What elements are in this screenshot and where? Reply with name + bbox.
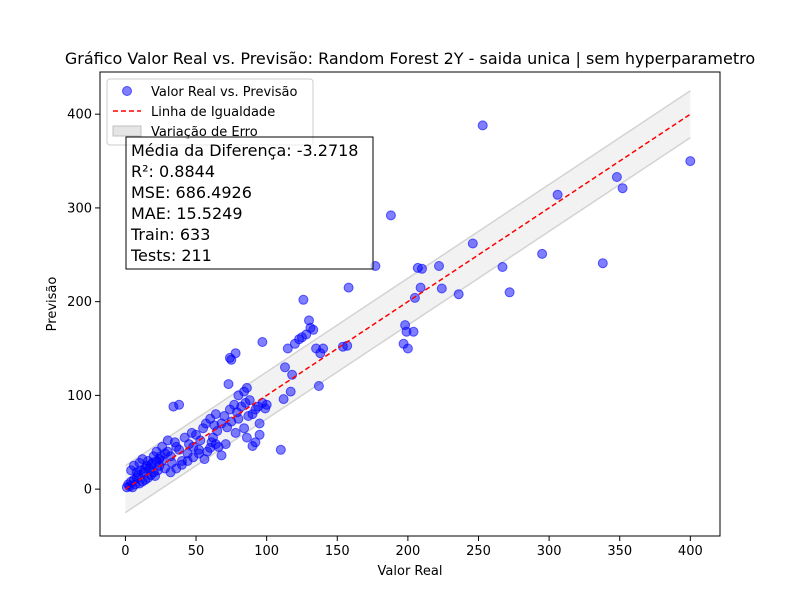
y-tick-label-400: 400 xyxy=(67,108,92,123)
data-point-153 xyxy=(597,258,608,269)
data-point-116 xyxy=(285,386,296,397)
data-point-152 xyxy=(552,189,563,200)
data-point-63 xyxy=(239,423,250,434)
x-tick-label-150: 150 xyxy=(325,544,350,559)
data-point-111 xyxy=(257,337,268,347)
x-tick-label-50: 50 xyxy=(188,544,205,559)
data-point-149 xyxy=(497,262,508,272)
data-point-146 xyxy=(453,289,464,300)
data-point-65 xyxy=(241,432,252,443)
x-tick-label-400: 400 xyxy=(678,544,703,559)
data-point-104 xyxy=(230,348,241,359)
data-point-71 xyxy=(254,418,265,429)
data-point-53 xyxy=(219,411,230,421)
data-point-100 xyxy=(216,450,227,461)
data-point-59 xyxy=(230,427,241,438)
legend-label-points: Valor Real vs. Previsão xyxy=(151,85,297,100)
y-axis-ticks: 0 100 200 300 400 xyxy=(67,108,100,498)
data-point-49 xyxy=(210,409,221,420)
data-point-67 xyxy=(244,395,255,406)
data-point-150 xyxy=(504,287,515,298)
data-point-142 xyxy=(415,282,426,293)
data-point-88 xyxy=(162,435,173,446)
plot-area xyxy=(99,71,721,537)
data-point-143 xyxy=(417,263,427,274)
stats-line-mse: MSE: 686.4926 xyxy=(131,183,252,202)
data-point-129 xyxy=(318,343,329,354)
x-axis-ticks: 0 50 100 150 200 250 300 350 400 xyxy=(121,536,703,559)
x-tick-label-300: 300 xyxy=(537,544,562,559)
stats-box: Média da Diferença: -3.2718 R²: 0.8844 M… xyxy=(125,136,374,270)
data-point-132 xyxy=(343,282,354,293)
identity-line-path xyxy=(125,113,691,490)
data-point-112 xyxy=(275,444,286,455)
data-point-54 xyxy=(220,439,231,450)
y-axis-label: Previsão xyxy=(45,277,60,332)
data-point-127 xyxy=(313,381,324,391)
data-point-109 xyxy=(250,437,261,448)
error-band-upper xyxy=(125,90,691,467)
legend-label-identity: Linha de Igualdade xyxy=(151,105,275,120)
data-point-155 xyxy=(617,183,628,194)
y-tick-label-100: 100 xyxy=(67,389,92,404)
data-point-114 xyxy=(280,362,290,373)
data-point-139 xyxy=(408,326,419,337)
data-point-156 xyxy=(685,156,696,167)
data-point-115 xyxy=(282,343,293,354)
stats-line-tests: Tests: 211 xyxy=(130,246,212,265)
y-tick-label-300: 300 xyxy=(67,201,92,216)
x-tick-label-200: 200 xyxy=(395,544,420,559)
identity-line xyxy=(125,113,691,490)
data-point-107 xyxy=(241,382,252,393)
x-axis-label: Valor Real xyxy=(378,564,443,579)
data-point-140 xyxy=(409,292,420,303)
data-point-110 xyxy=(254,429,265,440)
y-tick-label-200: 200 xyxy=(67,295,92,310)
data-point-90 xyxy=(174,399,185,410)
data-point-154 xyxy=(611,172,622,182)
stats-line-train: Train: 633 xyxy=(130,225,210,244)
plot-frame xyxy=(99,71,721,537)
x-tick-label-100: 100 xyxy=(254,544,279,559)
y-tick-label-0: 0 xyxy=(84,483,92,498)
data-point-82 xyxy=(145,459,156,470)
data-point-145 xyxy=(436,283,447,294)
data-point-87 xyxy=(160,448,170,459)
data-point-61 xyxy=(233,413,244,424)
data-point-113 xyxy=(278,394,289,405)
stats-line-mean-diff: Média da Diferença: -3.2718 xyxy=(131,141,358,160)
data-point-125 xyxy=(308,324,319,335)
data-point-151 xyxy=(537,248,548,259)
x-tick-label-350: 350 xyxy=(607,544,632,559)
data-point-144 xyxy=(434,261,444,271)
legend-marker-points xyxy=(122,86,132,96)
data-point-138 xyxy=(402,343,413,354)
stats-line-r2: R²: 0.8844 xyxy=(131,162,215,181)
data-point-147 xyxy=(467,238,478,249)
data-point-134 xyxy=(385,210,396,221)
data-point-148 xyxy=(477,120,488,131)
x-tick-label-0: 0 xyxy=(121,544,129,559)
stats-line-mae: MAE: 15.5249 xyxy=(131,204,243,223)
x-tick-label-250: 250 xyxy=(466,544,491,559)
legend: Valor Real vs. Previsão Linha de Igualda… xyxy=(106,78,314,146)
data-point-74 xyxy=(261,399,272,410)
scatter-points xyxy=(121,120,696,493)
data-point-99 xyxy=(210,439,221,450)
chart-title: Gráfico Valor Real vs. Previsão: Random … xyxy=(65,49,755,68)
data-point-41 xyxy=(195,435,206,446)
data-point-97 xyxy=(199,454,210,465)
data-point-101 xyxy=(223,379,234,390)
data-point-121 xyxy=(298,294,309,305)
legend-marker-band xyxy=(112,125,142,137)
data-point-77 xyxy=(131,467,142,478)
stats-box-frame xyxy=(125,136,374,270)
legend-label-band: Variação de Erro xyxy=(151,125,258,140)
